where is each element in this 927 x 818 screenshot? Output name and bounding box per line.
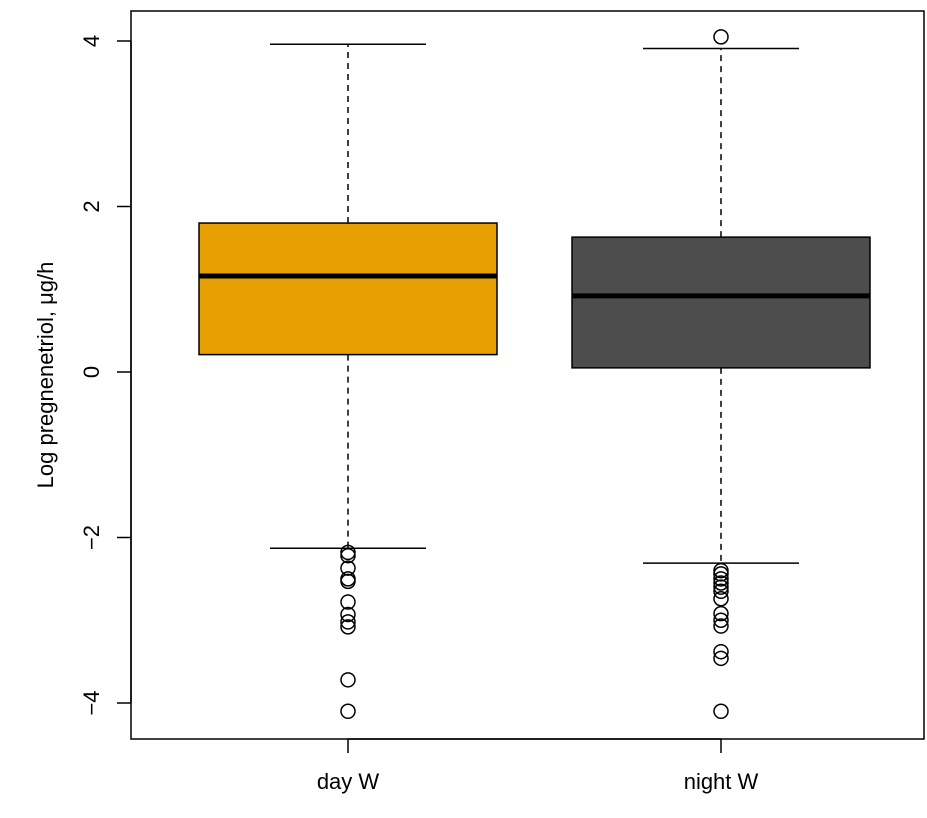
outlier-point <box>713 590 729 607</box>
outlier-point <box>713 703 729 720</box>
outlier-point <box>713 571 729 587</box>
outlier-point <box>340 573 356 590</box>
plot-frame <box>130 10 925 740</box>
outlier-point <box>713 29 729 45</box>
outlier-point <box>340 703 356 720</box>
outlier-point <box>713 575 729 591</box>
box-group <box>198 43 498 720</box>
y-tick-label: −2 <box>79 525 104 550</box>
y-axis-title: Log pregnenetriol, μg/h <box>33 262 58 489</box>
outlier-point <box>713 612 729 628</box>
boxes-layer <box>198 29 871 720</box>
y-tick-label: 0 <box>79 366 104 378</box>
outlier-point <box>340 560 356 576</box>
outlier-point <box>340 672 356 688</box>
outlier-point <box>713 605 729 622</box>
outlier-point <box>340 619 356 635</box>
outlier-point <box>713 579 729 595</box>
outlier-point <box>713 566 729 582</box>
y-tick-label: 4 <box>79 35 104 47</box>
outlier-point <box>713 583 729 600</box>
outlier-point <box>340 614 356 630</box>
x-tick-label: day W <box>317 769 380 794</box>
outlier-point <box>713 618 729 634</box>
box-iqr <box>571 236 871 369</box>
box-group <box>571 29 871 720</box>
outlier-point <box>340 606 356 623</box>
outlier-point <box>713 650 729 667</box>
x-tick-label: night W <box>684 769 759 794</box>
x-axis: day W night W <box>317 738 759 794</box>
y-axis: −4 −2 0 2 4 <box>79 35 132 716</box>
outlier-point <box>713 643 729 660</box>
outlier-point <box>340 547 356 564</box>
y-tick-label: 2 <box>79 200 104 212</box>
box-iqr <box>198 222 498 356</box>
outlier-point <box>340 594 356 610</box>
y-tick-label: −4 <box>79 690 104 715</box>
